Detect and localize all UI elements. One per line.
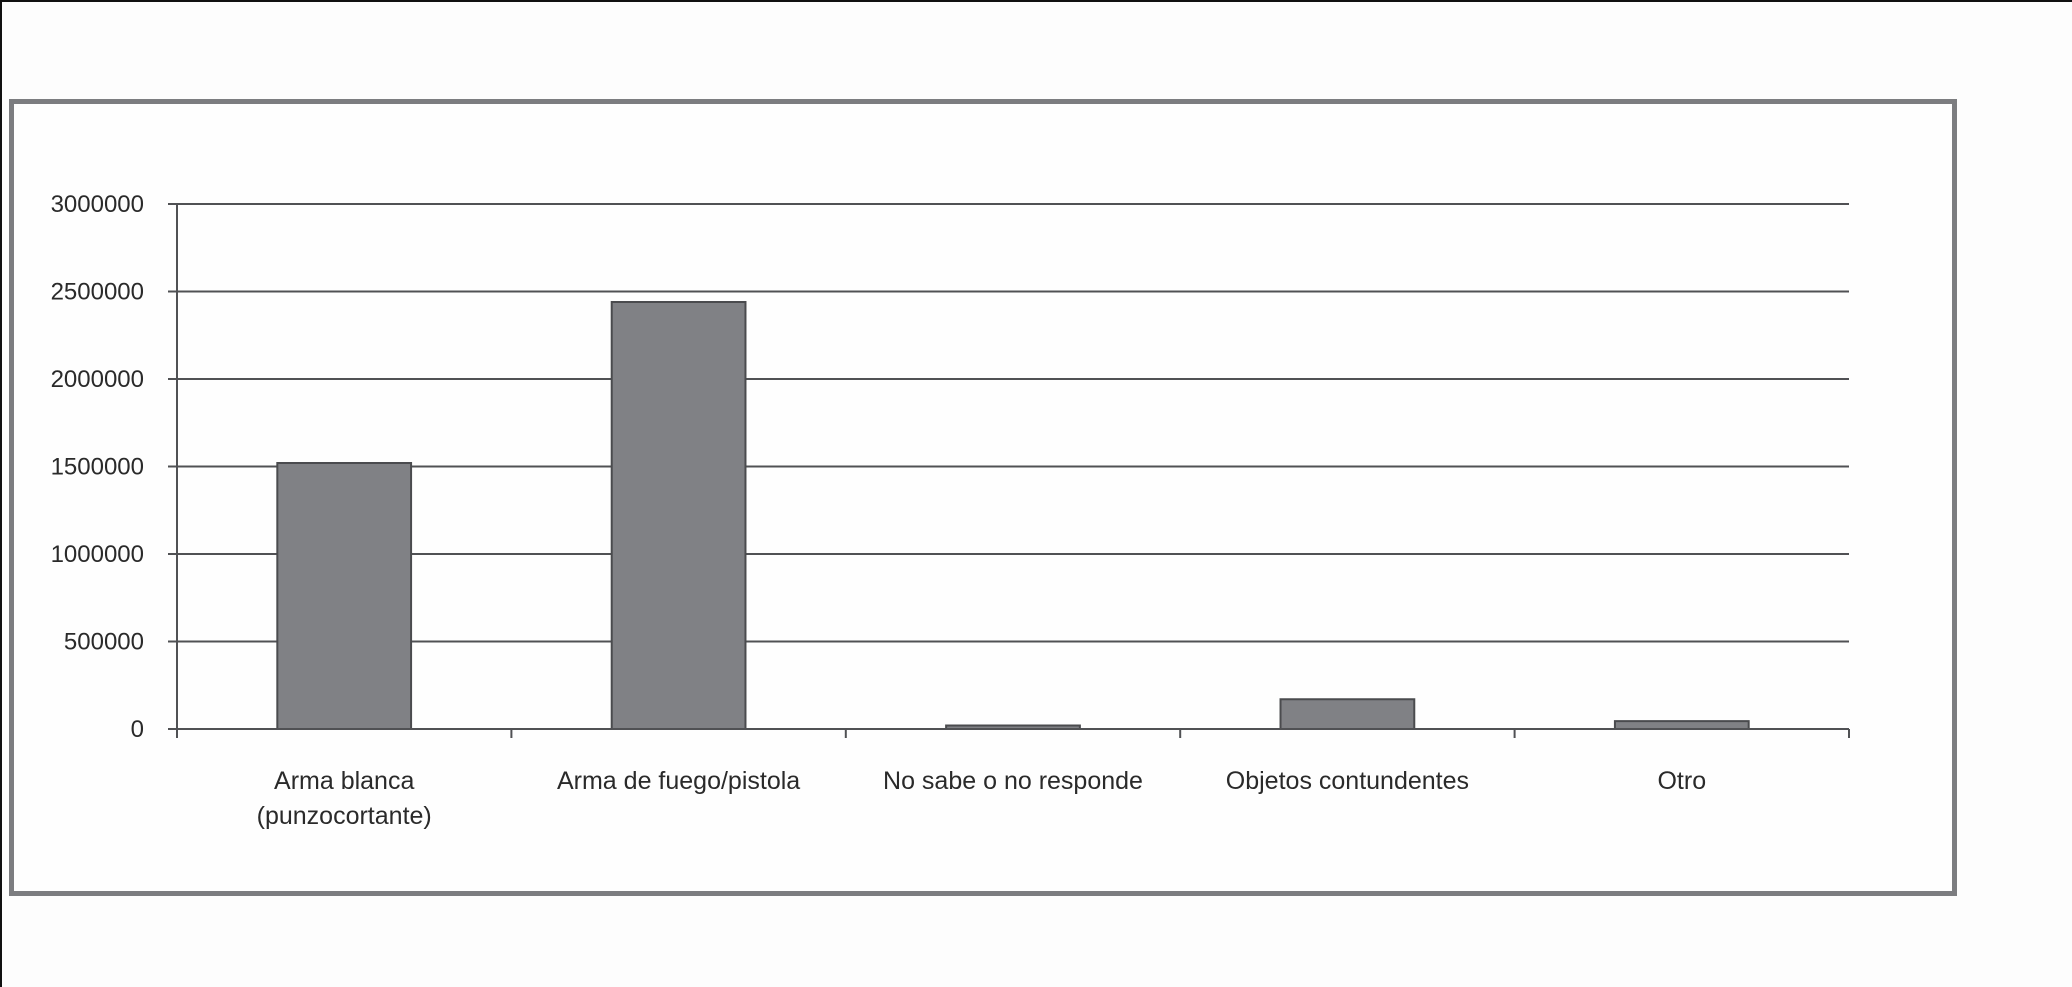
y-tick-label: 0 bbox=[131, 716, 144, 743]
x-category-label: Arma blanca (punzocortante) bbox=[257, 767, 432, 830]
y-tick-label: 2000000 bbox=[51, 366, 144, 393]
y-axis-tick-labels: 0 500000 1000000 1500000 2000000 2500000 30000… bbox=[51, 191, 144, 743]
bar bbox=[610, 301, 747, 730]
x-category-label: Otro bbox=[1657, 767, 1706, 795]
bar bbox=[1613, 720, 1750, 730]
x-category-label: Arma de fuego/pistola bbox=[557, 767, 800, 795]
axes bbox=[168, 203, 1850, 738]
x-category-label: Objetos contundentes bbox=[1226, 767, 1469, 795]
y-tick-label: 1000000 bbox=[51, 541, 144, 568]
x-axis-category-labels: Arma blanca (punzocortante) Arma de fuego/… bbox=[257, 767, 1706, 830]
y-tick-label: 3000000 bbox=[51, 191, 144, 218]
bars bbox=[276, 301, 1750, 730]
y-tick-label: 1500000 bbox=[51, 454, 144, 481]
bar bbox=[1279, 698, 1416, 730]
y-tick-label: 500000 bbox=[64, 629, 144, 656]
x-category-label: No sabe o no responde bbox=[883, 767, 1143, 795]
gridlines bbox=[177, 203, 1849, 643]
y-tick-label: 2500000 bbox=[51, 279, 144, 306]
bar bbox=[276, 462, 413, 730]
